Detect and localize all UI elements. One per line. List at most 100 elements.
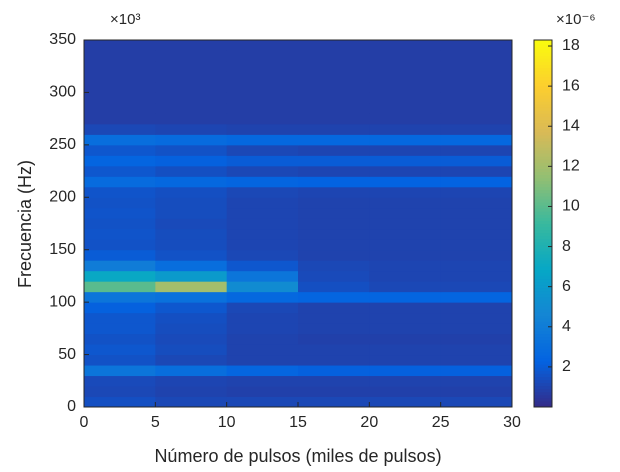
heatmap-cell — [226, 81, 299, 93]
heatmap-cell — [440, 354, 513, 366]
colorbar-swatch — [534, 67, 552, 72]
heatmap-cell — [298, 50, 370, 62]
colorbar-swatch — [534, 351, 552, 356]
heatmap-cell — [155, 344, 228, 356]
heatmap-cell — [84, 155, 156, 167]
heatmap-cell — [440, 92, 513, 104]
heatmap-cell — [226, 323, 299, 335]
heatmap-cell — [84, 60, 156, 72]
heatmap-cell — [369, 155, 442, 167]
heatmap-cell — [226, 260, 299, 272]
y-tick-label: 300 — [49, 84, 76, 101]
colorbar-swatch — [534, 122, 552, 127]
heatmap-cell — [155, 333, 228, 345]
heatmap-cell — [84, 71, 156, 83]
heatmap-cell — [84, 270, 156, 282]
heatmap-cell — [84, 396, 156, 408]
heatmap-cell — [84, 81, 156, 93]
heatmap-cell — [155, 155, 228, 167]
colorbar-tick-label: 6 — [562, 278, 571, 295]
heatmap-cell — [226, 165, 299, 177]
x-tick-label: 25 — [432, 414, 450, 431]
colorbar-tick-label: 10 — [562, 198, 580, 215]
heatmap-cell — [155, 365, 228, 377]
heatmap-cell — [298, 386, 370, 398]
x-tick-label: 30 — [503, 414, 521, 431]
heatmap-cell — [155, 207, 228, 219]
heatmap-cell — [440, 239, 513, 251]
colorbar-swatch — [534, 342, 552, 347]
colorbar-swatch — [534, 159, 552, 163]
colorbar-tick-label: 8 — [562, 238, 571, 255]
x-axis-label: Número de pulsos (miles de pulsos) — [154, 446, 441, 466]
heatmap-cell — [369, 92, 442, 104]
colorbar-swatch — [534, 110, 552, 114]
heatmap-cell — [155, 102, 228, 114]
colorbar-swatch — [534, 73, 552, 78]
colorbar-swatch — [534, 226, 552, 231]
colorbar-swatch — [534, 379, 552, 384]
heatmap-cell — [440, 365, 513, 377]
heatmap-cell — [298, 81, 370, 93]
colorbar-swatch — [534, 153, 552, 157]
colorbar-swatch — [534, 299, 552, 304]
heatmap-cell — [369, 228, 442, 240]
heatmap-cell — [298, 239, 370, 251]
heatmap-cell — [226, 113, 299, 125]
heatmap-cell — [440, 344, 513, 356]
colorbar-swatch — [534, 211, 552, 215]
colorbar-swatch — [534, 260, 552, 264]
colorbar-swatch — [534, 254, 552, 258]
colorbar-tick-label: 14 — [562, 117, 580, 134]
colorbar-swatch — [534, 147, 552, 151]
colorbar-swatch — [534, 263, 552, 267]
colorbar-swatch — [534, 58, 552, 62]
colorbar-swatch — [534, 171, 552, 176]
heatmap-cell — [440, 218, 513, 230]
colorbar-swatch — [534, 116, 552, 121]
colorbar-swatch — [534, 214, 552, 218]
heatmap-cell — [298, 281, 370, 293]
heatmap-cell — [155, 218, 228, 230]
heatmap-cell — [226, 155, 299, 167]
heatmap-cell — [84, 375, 156, 387]
heatmap-cell — [369, 113, 442, 125]
plot-frame — [83, 39, 513, 408]
colorbar-swatch — [534, 220, 552, 224]
heatmap-cell — [84, 197, 156, 209]
heatmap-cell — [155, 123, 228, 135]
colorbar-swatch — [534, 303, 552, 307]
heatmap-cell — [226, 354, 299, 366]
colorbar-swatch — [534, 137, 552, 142]
colorbar-swatch — [534, 61, 552, 65]
heatmap-cell — [369, 291, 442, 303]
colorbar-tick-label: 18 — [562, 37, 580, 54]
colorbar-swatch — [534, 318, 552, 322]
heatmap-cell — [84, 281, 156, 293]
colorbar-swatch — [534, 336, 552, 341]
heatmap-cell — [440, 260, 513, 272]
heatmap-cell — [440, 197, 513, 209]
heatmap-cell — [298, 270, 370, 282]
colorbar-swatch — [534, 330, 552, 335]
colorbar-swatch — [534, 339, 552, 344]
heatmap-cell — [226, 144, 299, 156]
heatmap-cell — [369, 396, 442, 408]
colorbar-swatch — [534, 241, 552, 246]
colorbar-swatch — [534, 403, 552, 408]
heatmap-cell — [226, 239, 299, 251]
heatmap-cell — [298, 312, 370, 324]
heatmap-cell — [440, 228, 513, 240]
heatmap-cell — [84, 249, 156, 261]
heatmap-cell — [84, 207, 156, 219]
heatmap-cell — [440, 333, 513, 345]
heatmap-cell — [298, 375, 370, 387]
heatmap-cell — [155, 291, 228, 303]
colorbar-swatch — [534, 257, 552, 261]
colorbar-swatch — [534, 104, 552, 108]
heatmap-cell — [298, 60, 370, 72]
heatmap-cell — [298, 155, 370, 167]
heatmap-cell — [298, 344, 370, 356]
heatmap-cell — [226, 344, 299, 356]
